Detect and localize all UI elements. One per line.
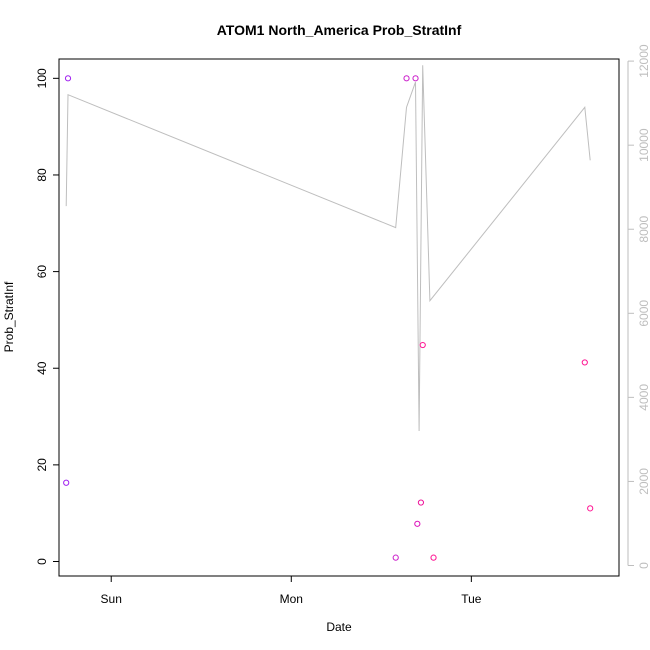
data-point [403, 75, 410, 82]
right-y-tick-label: 10000 [637, 128, 650, 162]
left-y-tick-label: 40 [35, 361, 49, 375]
data-point [419, 341, 426, 349]
x-axis-label: Date [326, 620, 352, 634]
plot-frame [58, 58, 620, 577]
data-point [430, 554, 437, 561]
x-axis: Sun Mon Tue [101, 576, 482, 606]
data-point [414, 520, 421, 527]
data-point [63, 479, 70, 486]
right-y-axis: 0 2000 4000 6000 8000 10000 12000 [627, 44, 650, 569]
left-y-tick-label: 100 [35, 68, 49, 88]
chart-title: ATOM1 North_America Prob_StratInf [217, 22, 462, 38]
right-y-tick-label: 2000 [637, 468, 650, 495]
left-y-tick-label: 0 [35, 558, 49, 565]
data-point [417, 499, 425, 506]
right-y-tick-label: 8000 [637, 216, 650, 243]
right-y-tick-label: 4000 [637, 384, 650, 411]
right-y-tick-label: 0 [637, 562, 650, 569]
x-tick-label: Sun [101, 592, 122, 606]
right-y-tick-label: 12000 [637, 44, 650, 78]
left-y-tick-label: 60 [35, 265, 49, 279]
data-point [412, 75, 419, 82]
y-axis-label: Prob_StratInf [2, 281, 16, 352]
series-layer [63, 65, 594, 561]
left-y-tick-label: 80 [35, 168, 49, 182]
x-tick-label: Tue [461, 592, 482, 606]
x-tick-label: Mon [280, 592, 303, 606]
data-point [64, 75, 72, 82]
data-point [587, 505, 594, 512]
data-point [392, 554, 399, 561]
left-y-axis: 0 20 40 60 80 100 [35, 68, 59, 565]
right-axis-line-series [65, 65, 591, 432]
left-y-tick-label: 20 [35, 458, 49, 472]
data-point [581, 359, 588, 366]
right-y-tick-label: 6000 [637, 300, 650, 327]
